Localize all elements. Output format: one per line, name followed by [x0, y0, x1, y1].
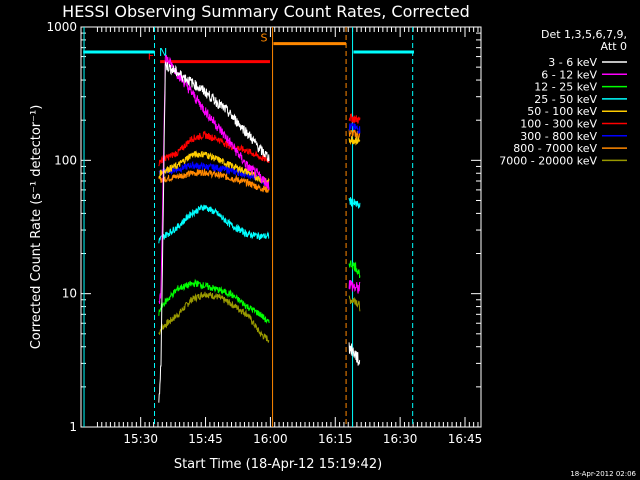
- x-tick-label: 16:00: [253, 432, 288, 446]
- legend-label: 3 - 6 keV: [548, 56, 597, 69]
- series-line: [158, 291, 270, 343]
- legend-label: 300 - 800 keV: [520, 130, 597, 143]
- y-tick-label: 1: [69, 420, 77, 434]
- series-line: [348, 129, 361, 139]
- x-tick-label: 15:45: [188, 432, 223, 446]
- legend-label: 6 - 12 keV: [541, 68, 597, 81]
- footer-date: 18-Apr-2012 02:06: [570, 470, 636, 478]
- x-tick-label: 16:15: [318, 432, 353, 446]
- plot-area: F S N: [80, 26, 482, 428]
- flag-label: N: [159, 46, 167, 59]
- plot-frame: [80, 26, 482, 428]
- series-line: [348, 122, 361, 134]
- series-line: [158, 161, 270, 189]
- legend-label: 7000 - 20000 keV: [499, 154, 597, 167]
- legend-label: 100 - 300 keV: [520, 118, 597, 131]
- legend-header-line-1: Det 1,3,5,6,7,9,: [541, 28, 627, 41]
- flag-label: F: [148, 50, 154, 63]
- series-line: [348, 295, 361, 312]
- series-line: [158, 278, 270, 324]
- legend-label: 25 - 50 keV: [534, 93, 597, 106]
- x-tick-label: 15:30: [123, 432, 158, 446]
- x-axis-label: Start Time (18-Apr-12 15:19:42): [174, 457, 382, 472]
- series-line: [348, 136, 361, 146]
- legend-header-line-2: Att 0: [601, 40, 627, 53]
- legend-label: 800 - 7000 keV: [513, 142, 597, 155]
- series-line: [158, 54, 270, 304]
- legend-label: 12 - 25 keV: [534, 81, 597, 94]
- series-line: [348, 197, 361, 209]
- series-line: [158, 130, 270, 167]
- series-line: [158, 150, 270, 186]
- series-line: [348, 342, 361, 366]
- series-line: [348, 280, 361, 294]
- series-line: [158, 204, 270, 244]
- y-tick-label: 100: [54, 153, 77, 167]
- series-line: [158, 167, 270, 194]
- series-line: [158, 61, 270, 403]
- x-tick-label: 16:30: [383, 432, 418, 446]
- x-tick-label: 16:45: [448, 432, 483, 446]
- legend-label: 50 - 100 keV: [527, 105, 597, 118]
- y-tick-label: 1000: [46, 20, 77, 34]
- flag-label: S: [260, 32, 267, 45]
- y-tick-label: 10: [62, 287, 77, 301]
- chart-title: HESSI Observing Summary Count Rates, Cor…: [62, 2, 470, 21]
- series-line: [348, 259, 361, 279]
- series-line: [348, 113, 361, 124]
- y-axis-label: Corrected Count Rate (s⁻¹ detector⁻¹): [29, 105, 44, 350]
